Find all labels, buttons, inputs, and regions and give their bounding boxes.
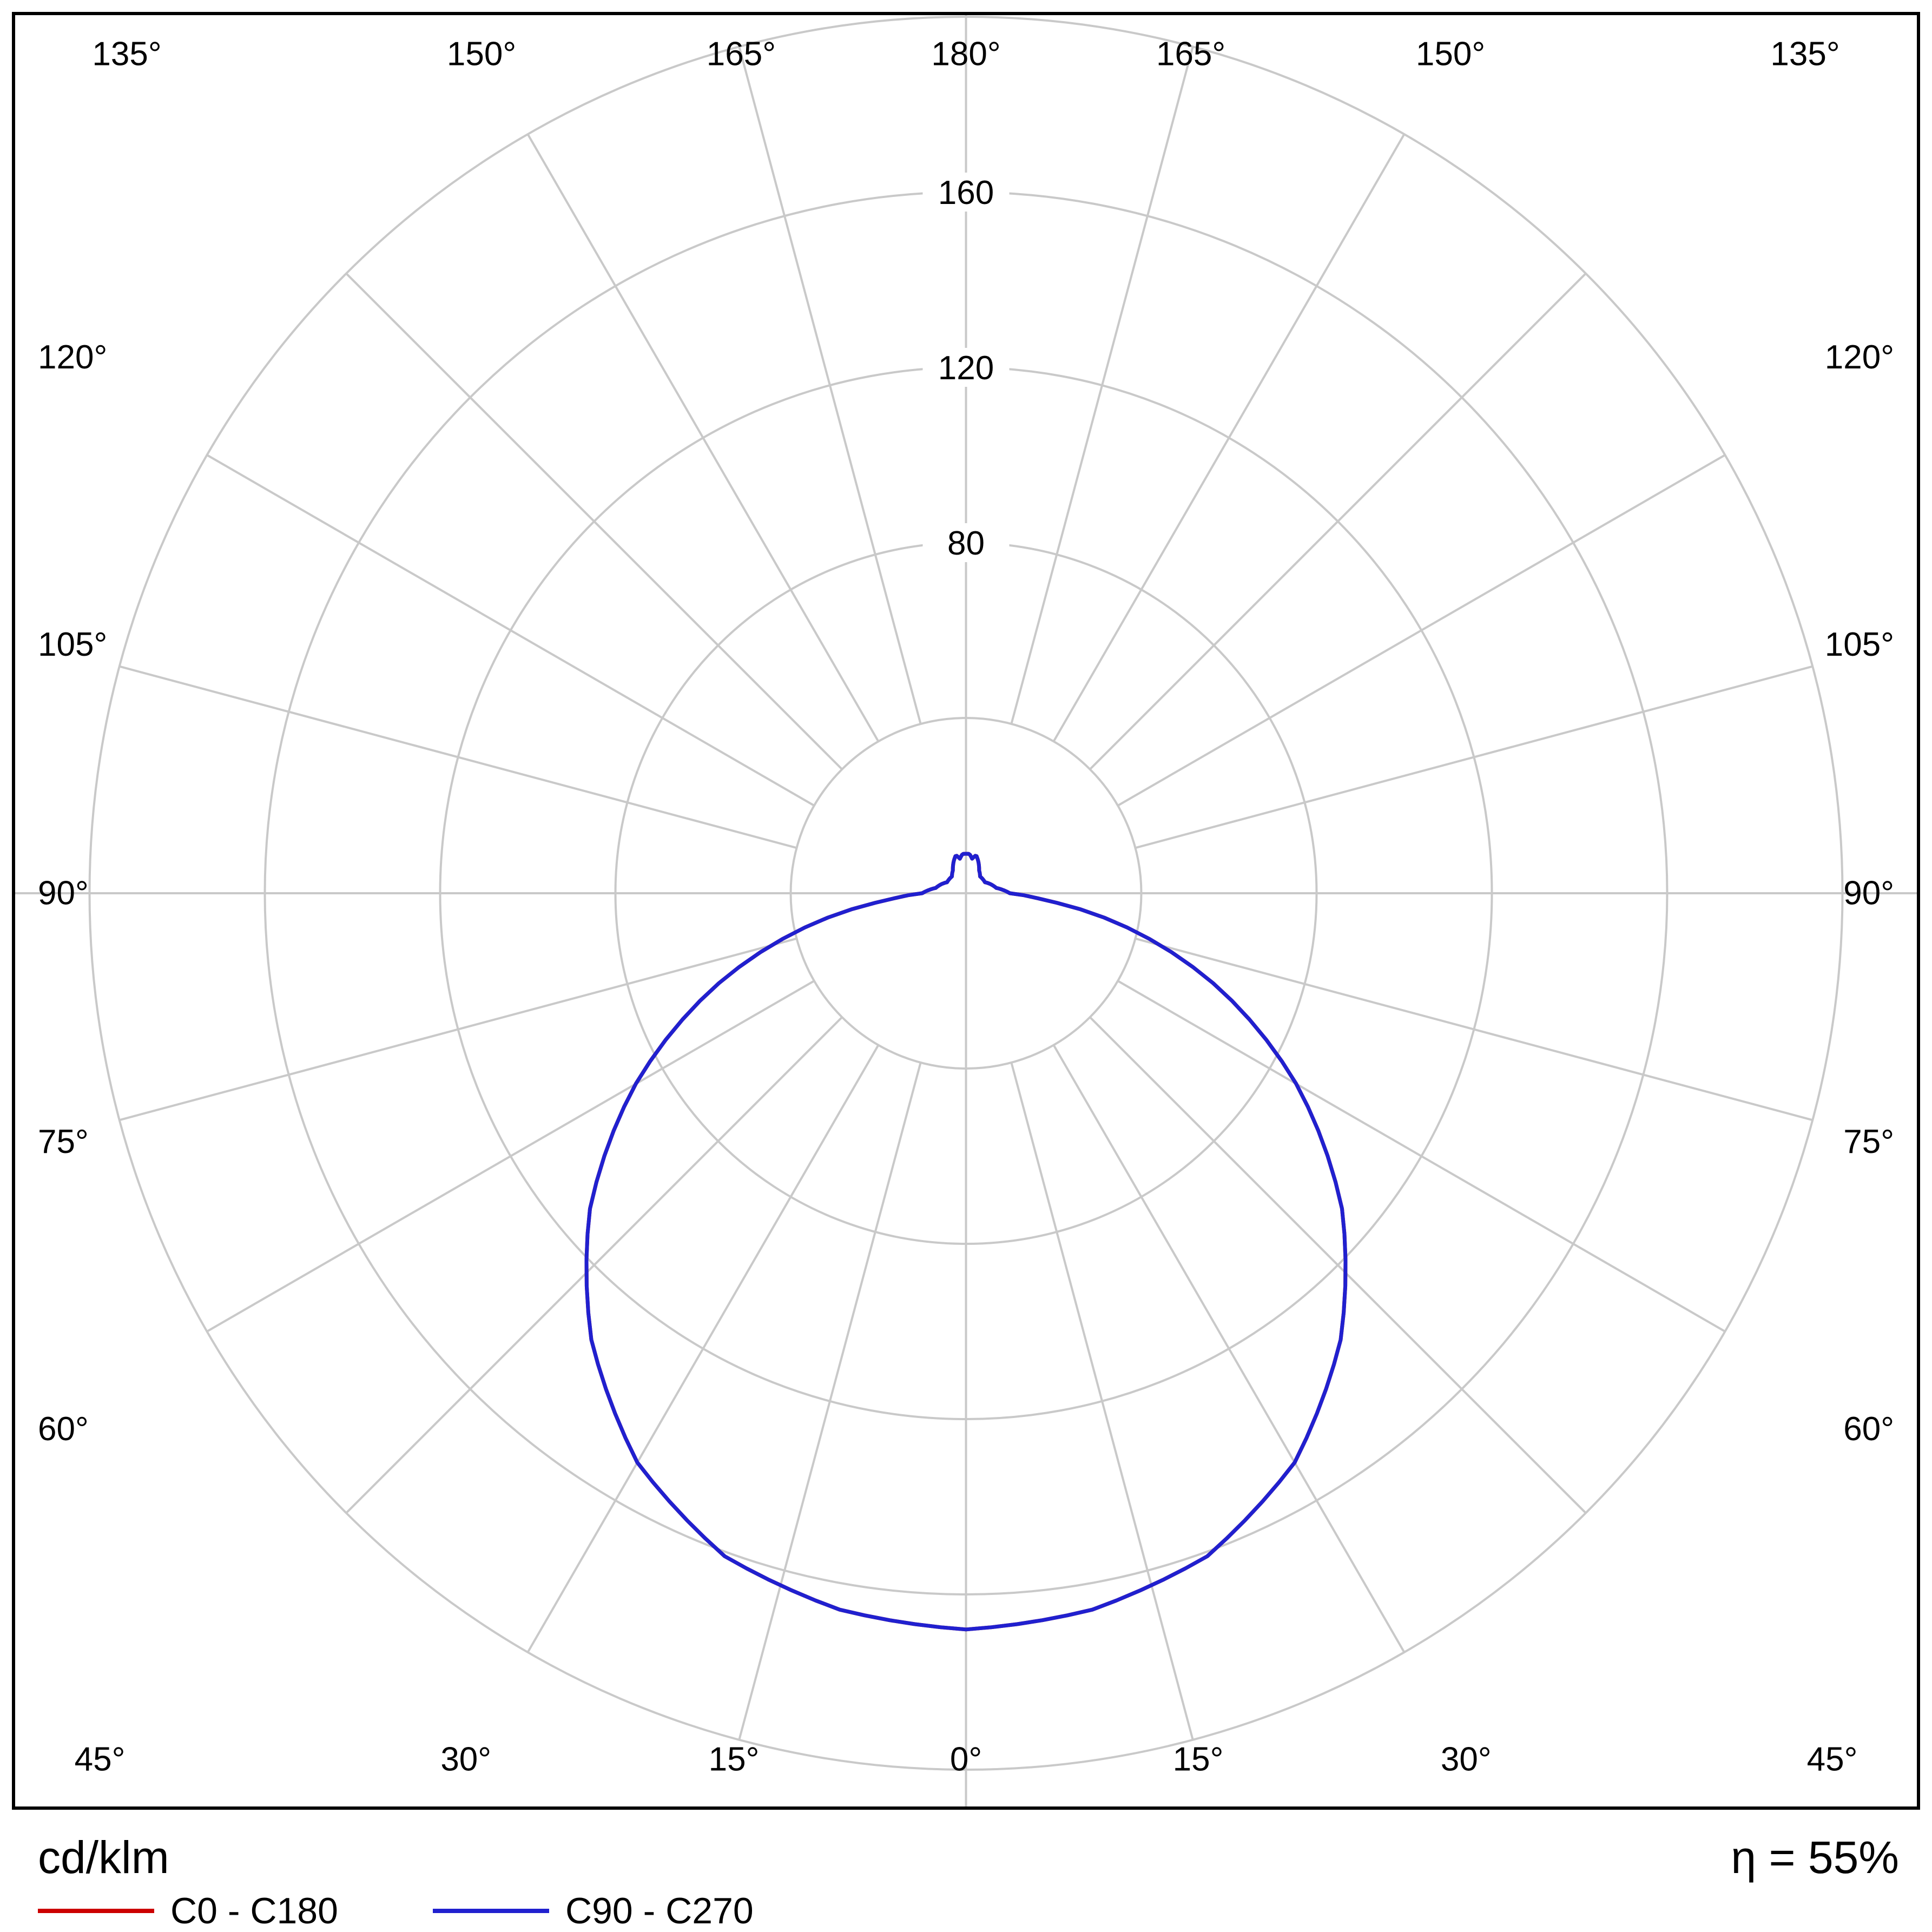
grid-spoke	[738, 1062, 922, 1740]
legend: C0 - C180 C90 - C270	[38, 1890, 754, 1931]
grid-spoke	[738, 46, 922, 724]
angle-label: 165°	[1156, 36, 1225, 73]
angle-label: 15°	[1173, 1741, 1224, 1778]
polar-grid	[14, 14, 1918, 1808]
angle-label: 60°	[38, 1410, 89, 1448]
grid-spoke	[119, 665, 797, 849]
grid-spoke	[1010, 46, 1194, 724]
angle-label: 150°	[1416, 36, 1485, 73]
polar-grid-and-curves: 80 120 160 0° 15° 15° 30° 30° 45° 45° 60° 60° 75° 75°…	[14, 14, 1918, 1808]
angle-label: 75°	[38, 1123, 89, 1160]
angle-label: 105°	[38, 626, 107, 663]
grid-spoke	[1052, 1044, 1406, 1653]
grid-spoke	[1089, 273, 1587, 770]
angle-label: 75°	[1843, 1123, 1894, 1160]
angle-label: 135°	[1770, 36, 1839, 73]
angle-label: 0°	[950, 1741, 982, 1778]
ring-label-mask	[922, 173, 1010, 212]
ring-label-mask	[922, 348, 1010, 387]
angle-label: 60°	[1843, 1410, 1894, 1448]
plot-border	[12, 12, 1920, 1810]
angle-label: 120°	[38, 339, 107, 376]
grid-spoke	[1117, 980, 1726, 1333]
grid-spoke	[1052, 134, 1406, 742]
grid-spoke	[1089, 1016, 1587, 1514]
angle-label: 45°	[75, 1741, 126, 1778]
legend-label-c90-c270: C90 - C270	[565, 1890, 754, 1931]
angle-label: 30°	[440, 1741, 491, 1778]
angle-label: 105°	[1825, 626, 1894, 663]
angle-label: 15°	[709, 1741, 760, 1778]
ring-value-label: 80	[947, 525, 985, 562]
ring-value-label: 160	[938, 174, 994, 212]
grid-spoke	[526, 1044, 880, 1653]
legend-label-c0-c180: C0 - C180	[170, 1890, 338, 1931]
angle-label: 30°	[1441, 1741, 1492, 1778]
efficiency-label: η = 55%	[1731, 1832, 1899, 1883]
angle-label: 135°	[92, 36, 161, 73]
ring-label-mask	[922, 523, 1010, 562]
grid-spoke	[119, 937, 797, 1122]
angle-label: 90°	[38, 875, 89, 912]
grid-spoke	[1135, 937, 1813, 1122]
angle-label: 90°	[1843, 875, 1894, 912]
angle-label: 180°	[931, 36, 1000, 73]
curve-c90-c270	[584, 852, 1348, 1632]
grid-spoke	[1117, 454, 1726, 807]
grid-spoke	[345, 273, 843, 770]
grid-spoke	[1010, 1062, 1194, 1740]
unit-label: cd/klm	[38, 1832, 169, 1883]
ring-value-label: 120	[938, 350, 994, 387]
grid-spoke	[345, 1016, 843, 1514]
grid-spoke	[1135, 665, 1813, 849]
angle-label: 45°	[1807, 1741, 1858, 1778]
angle-label: 150°	[447, 36, 516, 73]
angle-label: 165°	[707, 36, 776, 73]
grid-spoke	[526, 134, 880, 742]
angle-label: 120°	[1825, 339, 1894, 376]
grid-spoke	[206, 980, 815, 1333]
grid-spoke	[206, 454, 815, 807]
